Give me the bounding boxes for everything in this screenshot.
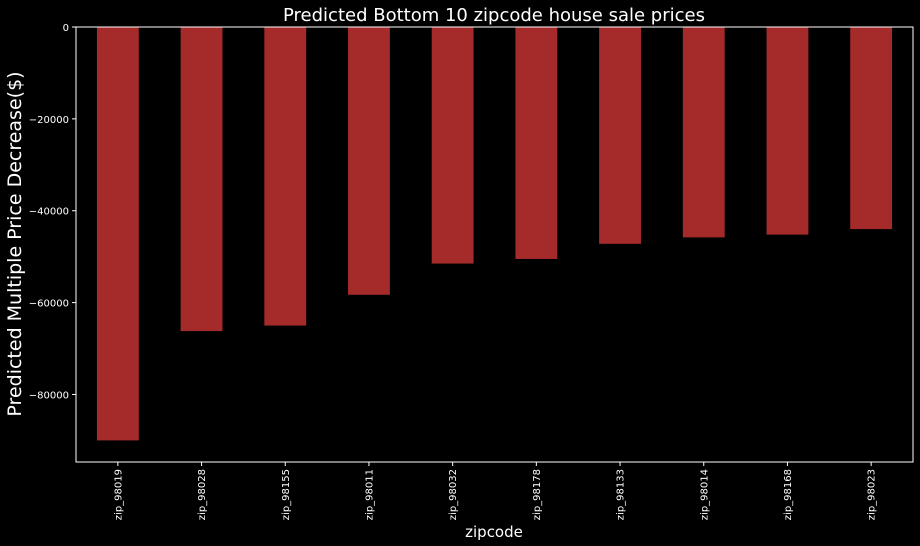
bar-zip_98133 bbox=[599, 27, 641, 244]
bar-zip_98014 bbox=[682, 27, 725, 238]
x-tick-label: zip_98023 bbox=[867, 469, 878, 520]
y-tick-label: −20000 bbox=[29, 115, 69, 126]
x-tick-label: zip_98011 bbox=[364, 469, 375, 520]
y-tick-label: −80000 bbox=[29, 390, 69, 401]
bar-zip_98023 bbox=[850, 27, 893, 230]
bar-zip_98032 bbox=[431, 27, 474, 264]
bar-zip_98019 bbox=[96, 27, 139, 441]
x-tick-label: zip_98168 bbox=[783, 469, 794, 520]
x-tick-label: zip_98032 bbox=[448, 469, 459, 520]
y-tick-label: −40000 bbox=[29, 207, 69, 218]
bar-zip_98028 bbox=[180, 27, 223, 332]
x-tick-label: zip_98028 bbox=[197, 469, 208, 520]
y-axis-label: Predicted Multiple Price Decrease($) bbox=[4, 71, 26, 416]
y-tick-label: −60000 bbox=[29, 299, 69, 310]
x-axis-label: zipcode bbox=[465, 523, 523, 541]
x-tick-label: zip_98178 bbox=[532, 469, 543, 520]
y-axis: 0 −20000 −40000 −60000 −80000 bbox=[29, 23, 76, 401]
y-tick-label: 0 bbox=[63, 23, 69, 34]
chart-title: Predicted Bottom 10 zipcode house sale p… bbox=[283, 5, 705, 26]
x-tick-label: zip_98019 bbox=[113, 469, 124, 520]
bar-zip_98168 bbox=[766, 27, 809, 235]
x-tick-label: zip_98155 bbox=[281, 469, 292, 520]
bar-zip_98011 bbox=[348, 27, 390, 295]
bars-group bbox=[96, 27, 893, 441]
plot-area-frame bbox=[75, 26, 914, 463]
x-tick-label: zip_98014 bbox=[699, 469, 710, 520]
bar-zip_98155 bbox=[264, 27, 307, 326]
x-tick-label: zip_98133 bbox=[616, 469, 627, 520]
bar-zip_98178 bbox=[515, 27, 558, 259]
x-axis: zip_98019 zip_98028 zip_98155 zip_98011 zip_… bbox=[113, 462, 878, 520]
